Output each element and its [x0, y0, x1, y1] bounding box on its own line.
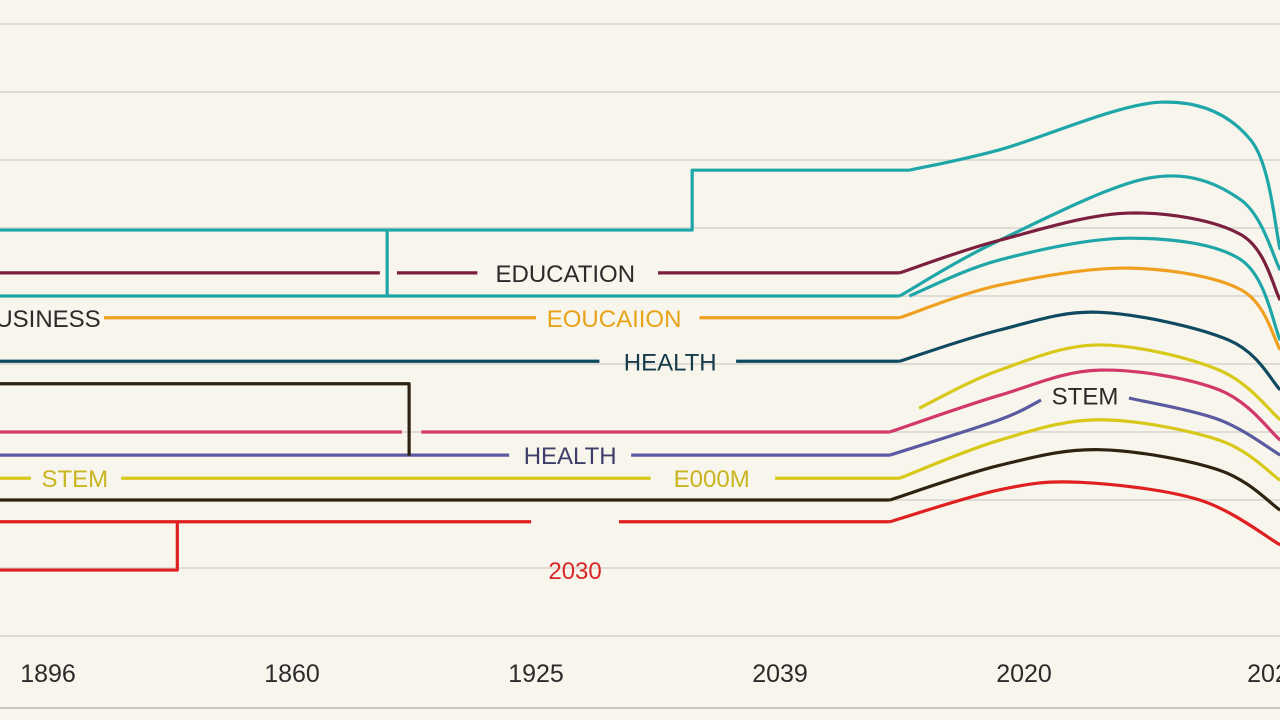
x-tick-label: 1925: [508, 660, 564, 688]
series-label: EOUCAIION: [547, 306, 682, 333]
series-line: [908, 100, 1280, 251]
x-tick-label: 202: [1247, 660, 1280, 688]
series-line: [899, 310, 1280, 391]
inline-labels: EDUCATION EOUCAIION HEALTH HEALTH STEM STEM E0…: [0, 261, 1118, 585]
series-line: [898, 418, 1280, 482]
series-line: [898, 174, 1280, 298]
x-tick-label: 1860: [264, 660, 320, 688]
series-label: STEM: [1052, 383, 1119, 410]
series-label: EDUCATION: [495, 261, 635, 288]
series-line: [0, 382, 411, 456]
x-axis-ticks: 1896 1860 1925 2039 2020 202: [20, 660, 1280, 688]
x-tick-label: 2020: [996, 660, 1052, 688]
x-tick-label: 2039: [752, 660, 808, 688]
series-line: [889, 448, 1280, 512]
series-label: HEALTH: [524, 443, 617, 470]
series-line: [889, 368, 1280, 442]
series-label: USINESS: [0, 306, 101, 333]
series-line: [899, 266, 1280, 351]
series-lines: [0, 100, 1280, 572]
series-label: STEM: [42, 466, 109, 493]
series-line: [908, 236, 1280, 341]
series-line: [0, 168, 910, 232]
series-label: HEALTH: [624, 349, 717, 376]
series-line: [1128, 396, 1280, 457]
series-label: E000M: [674, 466, 750, 493]
x-tick-label: 1896: [20, 660, 76, 688]
series-line: [889, 398, 1042, 457]
series-line: [918, 343, 1280, 422]
series-line: [899, 211, 1280, 301]
series-line: [0, 521, 179, 572]
series-line: [889, 480, 1280, 547]
series-label: 2030: [548, 558, 601, 585]
